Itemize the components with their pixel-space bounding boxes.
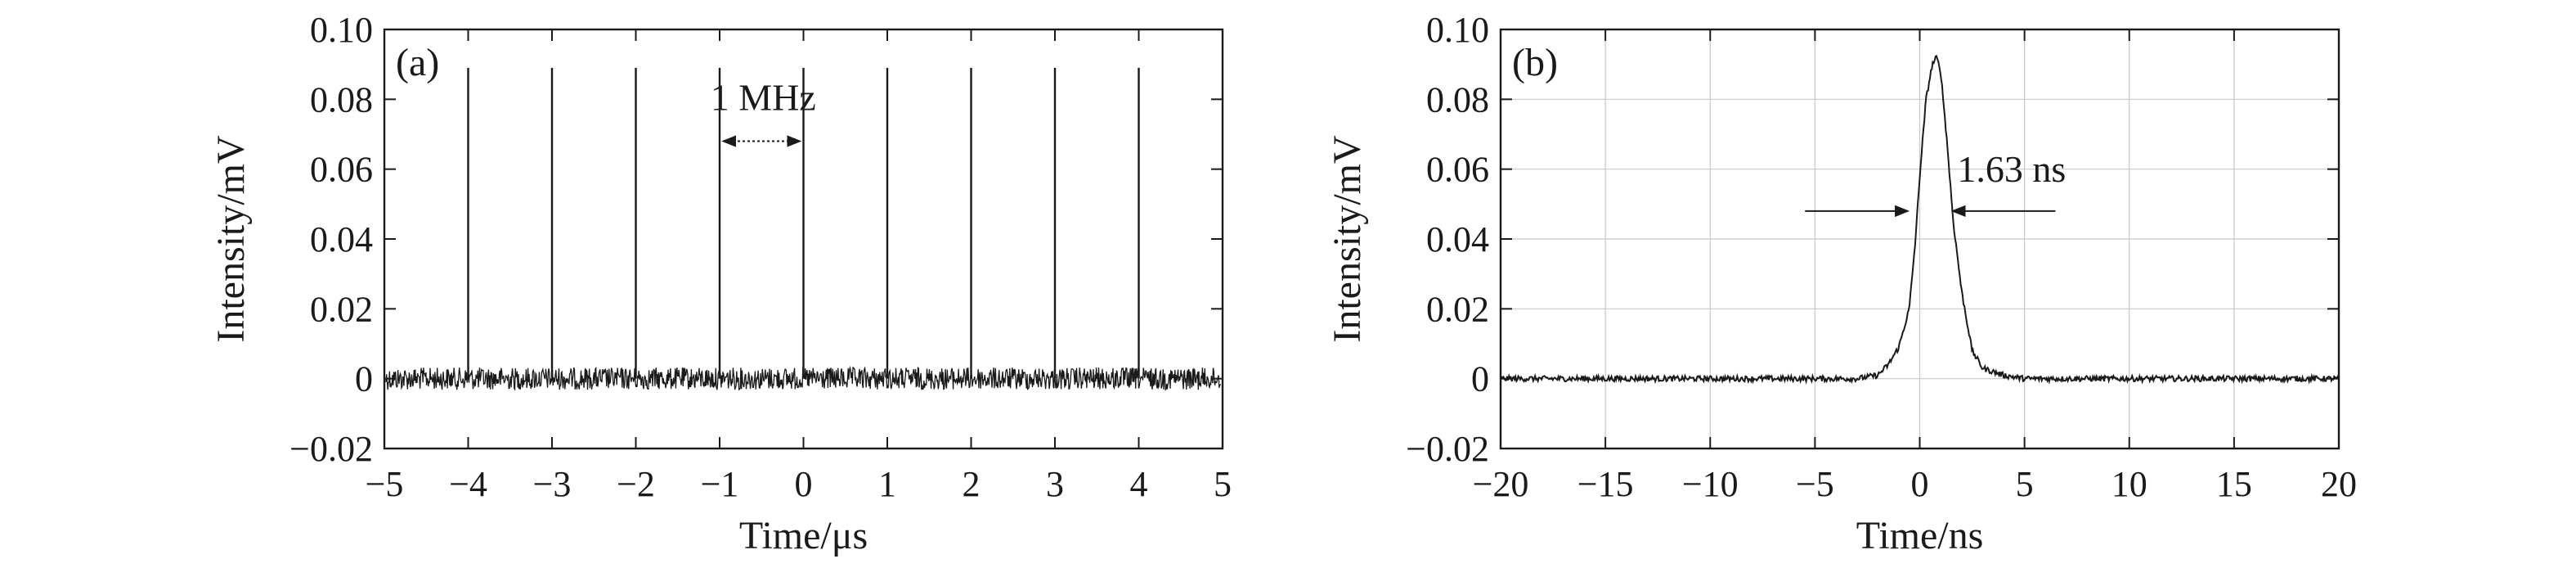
y-tick-label: 0.04 xyxy=(1426,219,1489,259)
y-tick-label: 0.10 xyxy=(310,10,373,50)
x-axis-label: Time/ns xyxy=(1856,514,1984,557)
x-axis-label: Time/μs xyxy=(739,514,868,557)
chart-panel-a: −5 −4 −3 −2 −1 0 1 2 3 4 5 −0.02 0 0.02 0.04 0.06 0.08 0.… xyxy=(209,10,1232,557)
x-tick-label: 1 xyxy=(878,464,896,504)
x-tick-label: −20 xyxy=(1473,464,1529,504)
y-tick-label: −0.02 xyxy=(1406,429,1489,469)
x-tick-label: −4 xyxy=(449,464,487,504)
x-tick-label: −2 xyxy=(617,464,655,504)
x-tick-label: −5 xyxy=(1796,464,1834,504)
y-tick-label: 0.04 xyxy=(310,219,373,259)
x-tick-label: 5 xyxy=(1214,464,1232,504)
x-tick-label: −1 xyxy=(701,464,739,504)
x-tick-label: 2 xyxy=(963,464,981,504)
x-tick-label: −10 xyxy=(1682,464,1739,504)
y-tick-label: 0.08 xyxy=(310,79,373,119)
x-tick-label: 4 xyxy=(1130,464,1148,504)
x-tick-label: −3 xyxy=(533,464,572,504)
x-tick-label: 0 xyxy=(795,464,813,504)
pulse-trace xyxy=(1500,55,2340,385)
y-tick-label: 0 xyxy=(355,359,373,399)
y-tick-label: 0.06 xyxy=(310,150,373,190)
x-tick-label: 0 xyxy=(1911,464,1929,504)
plot-frame xyxy=(1499,28,2340,450)
y-tick-label: 0.06 xyxy=(1426,150,1489,190)
panel-label: (b) xyxy=(1512,41,1558,84)
x-tick-label: 15 xyxy=(2216,464,2252,504)
y-tick-label: 0.08 xyxy=(1426,79,1489,119)
fwhm-label: 1.63 ns xyxy=(1957,148,2066,190)
y-tick-label: −0.02 xyxy=(289,429,373,469)
y-axis-label: Intensity/mV xyxy=(1326,135,1369,343)
y-tick-label: 0.02 xyxy=(1426,289,1489,329)
x-tick-label: 5 xyxy=(2016,464,2034,504)
x-tick-label: −5 xyxy=(366,464,404,504)
interval-label: 1 MHz xyxy=(711,77,816,119)
y-tick-label: 0.10 xyxy=(1426,10,1489,50)
plot-frame xyxy=(383,28,1224,450)
y-tick-label: 0.02 xyxy=(310,289,373,329)
y-tick-label: 0 xyxy=(1471,359,1489,399)
x-tick-label: 20 xyxy=(2321,464,2357,504)
y-axis-label: Intensity/mV xyxy=(209,135,253,343)
panel-label: (a) xyxy=(396,41,439,84)
chart-panel-b: −20 −15 −10 −5 0 5 10 15 20 −0.02 0 0.02 0.04 0.06 0.0… xyxy=(1326,10,2357,557)
x-tick-label: −15 xyxy=(1577,464,1634,504)
x-tick-label: 10 xyxy=(2112,464,2147,504)
x-tick-label: 3 xyxy=(1046,464,1064,504)
